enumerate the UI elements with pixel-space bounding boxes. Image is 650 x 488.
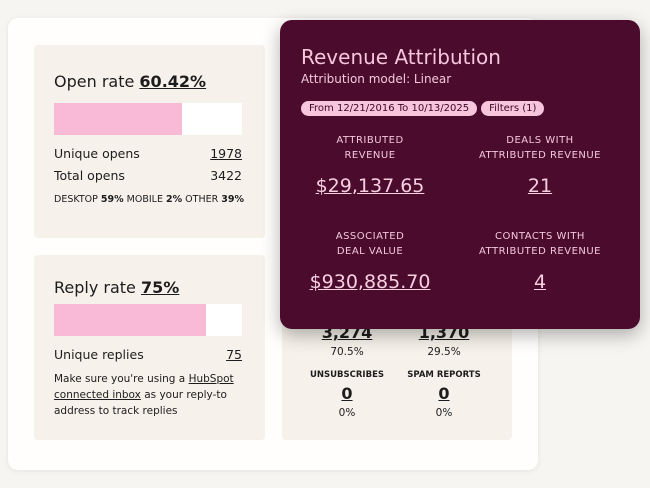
- metric-value[interactable]: 4: [533, 271, 547, 293]
- open-rate-panel: Open rate 60.42% Unique opens 1978 Total …: [34, 45, 265, 238]
- stat: UNSUBSCRIBES 0 0%: [302, 370, 392, 419]
- metric: DEALS WITH ATTRIBUTED REVENUE 21: [455, 133, 625, 197]
- metric-label: DEALS WITH: [506, 135, 574, 146]
- metric-label: CONTACTS WITH: [495, 231, 585, 242]
- value: 3422: [210, 168, 242, 183]
- metric: CONTACTS WITH ATTRIBUTED REVENUE 4: [455, 229, 625, 293]
- label: Reply rate: [54, 278, 136, 297]
- label: MOBILE: [126, 194, 163, 205]
- open-rate-heading: Open rate 60.42%: [54, 72, 206, 91]
- metric-label: REVENUE: [344, 150, 396, 161]
- metric: ASSOCIATED DEAL VALUE $930,885.70: [285, 229, 455, 293]
- stat-row: Unique opens 1978: [54, 146, 242, 161]
- value: 75%: [141, 278, 180, 297]
- metric-label: ASSOCIATED: [335, 231, 405, 242]
- metric-value[interactable]: $29,137.65: [315, 175, 425, 197]
- progress-fill: [54, 103, 182, 135]
- reply-rate-panel: Reply rate 75% Unique replies 75 Make sur…: [34, 255, 265, 440]
- date-filter[interactable]: From 12/21/2016 To 10/13/2025: [301, 101, 478, 116]
- label: Unique replies: [54, 347, 144, 362]
- label: Open rate: [54, 72, 135, 91]
- stat-row: Total opens 3422: [54, 168, 242, 183]
- stat: SPAM REPORTS 0 0%: [399, 370, 489, 419]
- title: Revenue Attribution: [301, 45, 501, 69]
- link[interactable]: HubSpot connected inbox: [54, 373, 234, 401]
- percent: 0%: [435, 407, 453, 419]
- device-breakdown: DESKTOP 59% MOBILE 2% OTHER 39%: [54, 194, 244, 205]
- metric-label: ATTRIBUTED: [336, 135, 404, 146]
- label: DESKTOP: [54, 194, 98, 205]
- value: 59%: [100, 194, 124, 205]
- value[interactable]: 1978: [210, 146, 242, 161]
- percent: 29.5%: [427, 346, 461, 358]
- label: UNSUBSCRIBES: [310, 370, 384, 380]
- filters: From 12/21/2016 To 10/13/2025 Filters (1): [301, 96, 548, 116]
- metric-label: ATTRIBUTED REVENUE: [478, 246, 602, 257]
- value: 60.42%: [139, 72, 207, 91]
- note-text: as your reply-to address to track replie…: [54, 389, 227, 417]
- metric: ATTRIBUTED REVENUE $29,137.65: [285, 133, 455, 197]
- note: Make sure you're using a HubSpot connect…: [54, 371, 254, 419]
- revenue-card: Revenue Attribution Attribution model: L…: [280, 20, 640, 329]
- metric-value[interactable]: 21: [527, 175, 553, 197]
- percent: 70.5%: [330, 346, 364, 358]
- stat-row: Unique replies 75: [54, 347, 242, 362]
- filter-button[interactable]: Filters (1): [481, 101, 545, 116]
- percent: 0%: [338, 407, 356, 419]
- value[interactable]: 0: [438, 384, 450, 403]
- value: 39%: [221, 194, 244, 205]
- progress-fill: [54, 304, 206, 336]
- label: Unique opens: [54, 146, 140, 161]
- note-text: Make sure you're using a: [54, 373, 186, 385]
- reply-rate-heading: Reply rate 75%: [54, 278, 179, 297]
- metric-label: DEAL VALUE: [336, 246, 404, 257]
- progress-track: [54, 103, 242, 135]
- label: Total opens: [54, 168, 125, 183]
- label: SPAM REPORTS: [407, 370, 481, 380]
- value: 2%: [166, 194, 183, 205]
- label: OTHER: [185, 194, 219, 205]
- metric-label: ATTRIBUTED REVENUE: [478, 150, 602, 161]
- value[interactable]: 75: [226, 347, 242, 362]
- metric-value[interactable]: $930,885.70: [309, 271, 431, 293]
- subtitle: Attribution model: Linear: [301, 72, 452, 86]
- progress-track: [54, 304, 242, 336]
- value[interactable]: 0: [341, 384, 353, 403]
